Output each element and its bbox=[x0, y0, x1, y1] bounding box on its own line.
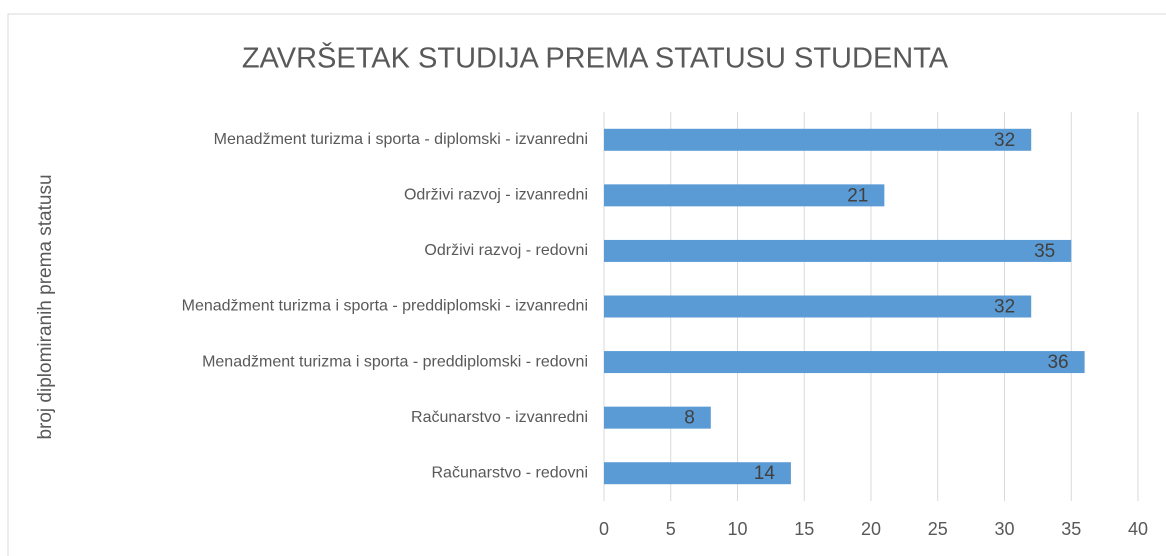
bar bbox=[604, 462, 791, 485]
x-tick-label: 30 bbox=[994, 519, 1014, 539]
data-label: 21 bbox=[847, 185, 868, 206]
x-tick-label: 5 bbox=[666, 519, 676, 539]
x-tick-label: 0 bbox=[599, 519, 609, 539]
y-tick-label: Menadžment turizma i sporta - preddiplom… bbox=[202, 353, 588, 370]
x-tick-label: 15 bbox=[794, 519, 814, 539]
bar bbox=[604, 351, 1085, 374]
x-tick-label: 10 bbox=[727, 519, 747, 539]
data-label: 35 bbox=[1034, 241, 1055, 262]
y-tick-label: Održivi razvoj - izvanredni bbox=[404, 187, 588, 204]
x-tick-label: 20 bbox=[861, 519, 881, 539]
data-label: 32 bbox=[994, 130, 1015, 151]
bar bbox=[604, 128, 1032, 151]
x-tick-label: 40 bbox=[1128, 519, 1148, 539]
chart-border bbox=[7, 13, 1166, 556]
y-tick-label: Menadžment turizma i sporta - diplomski … bbox=[214, 131, 588, 148]
data-label: 36 bbox=[1047, 352, 1068, 373]
chart-title: ZAVRŠETAK STUDIJA PREMA STATUSU STUDENTA bbox=[242, 41, 949, 75]
data-label: 8 bbox=[684, 408, 695, 429]
bar bbox=[604, 406, 711, 429]
y-axis-label: broj diplomiranih prema statusu bbox=[35, 174, 56, 439]
bar bbox=[604, 239, 1072, 262]
bar bbox=[604, 295, 1032, 318]
y-tick-label: Računarstvo - izvanredni bbox=[411, 409, 588, 426]
x-tick-label: 25 bbox=[928, 519, 948, 539]
bar bbox=[604, 184, 885, 207]
y-tick-label: Menadžment turizma i sporta - preddiplom… bbox=[182, 298, 588, 315]
data-label: 32 bbox=[994, 297, 1015, 318]
x-tick-label: 35 bbox=[1061, 519, 1081, 539]
y-tick-label: Računarstvo - redovni bbox=[431, 464, 588, 481]
data-label: 14 bbox=[754, 463, 776, 484]
y-tick-label: Održivi razvoj - redovni bbox=[424, 242, 588, 259]
